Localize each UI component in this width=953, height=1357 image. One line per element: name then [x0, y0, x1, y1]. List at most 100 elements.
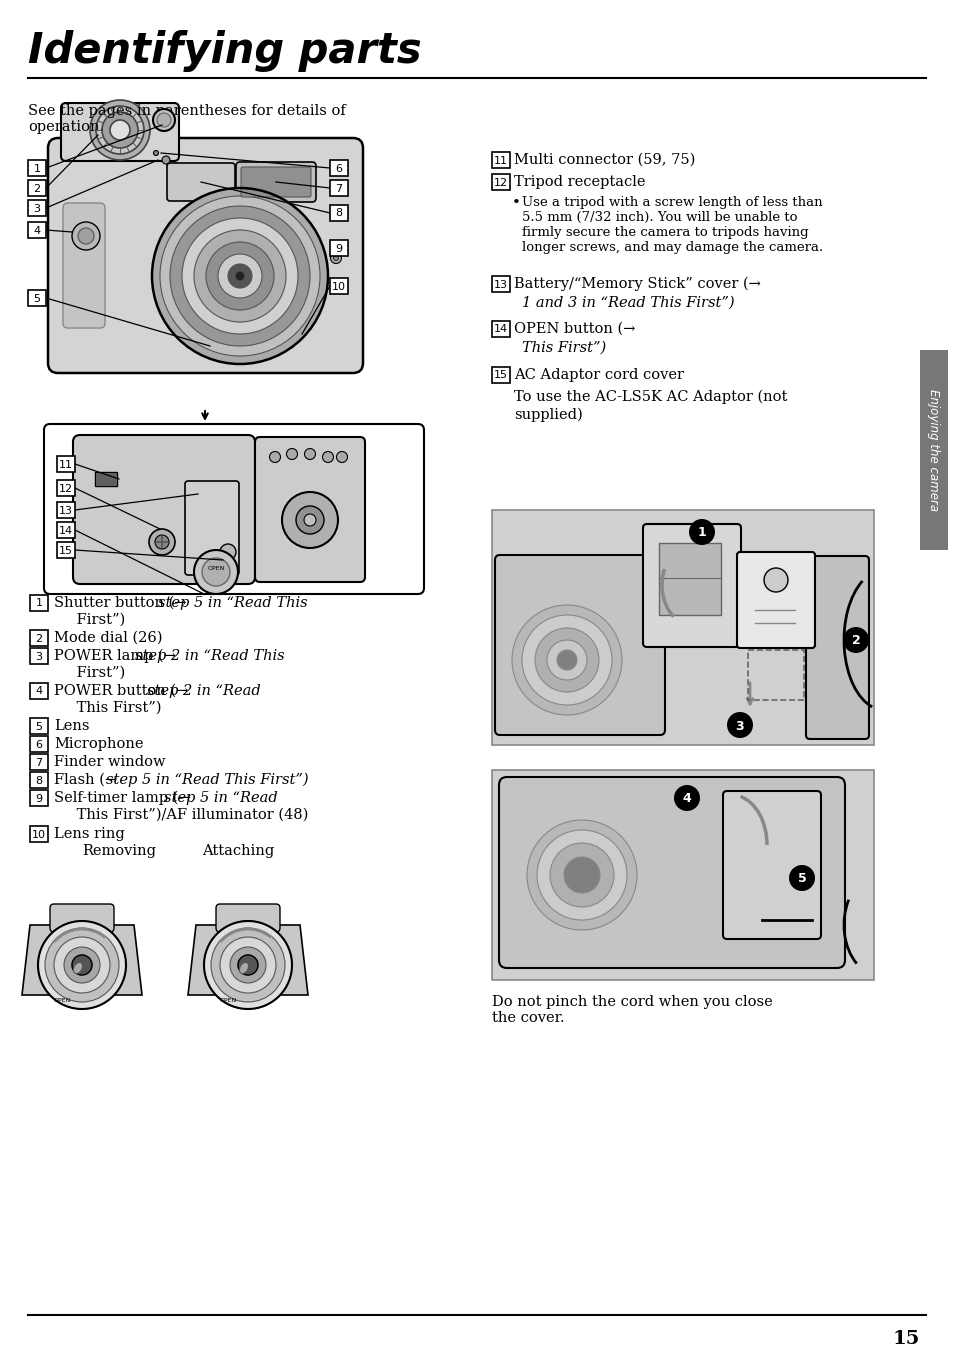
Text: 15: 15	[892, 1330, 919, 1348]
Bar	[659, 543, 720, 615]
Bar	[30, 754, 48, 769]
Text: 7: 7	[35, 757, 43, 768]
Circle shape	[204, 921, 292, 1010]
Circle shape	[304, 514, 315, 527]
Text: OPEN button (→: OPEN button (→	[514, 322, 639, 337]
Bar	[330, 180, 348, 195]
Bar	[28, 199, 46, 216]
Text: 4: 4	[682, 792, 691, 806]
Circle shape	[160, 195, 319, 356]
Circle shape	[557, 650, 577, 670]
Circle shape	[550, 843, 614, 906]
Text: step 5 in “Read This First”): step 5 in “Read This First”)	[106, 773, 309, 787]
Circle shape	[546, 641, 586, 680]
Circle shape	[269, 452, 280, 463]
Text: 1: 1	[33, 163, 40, 174]
Text: This First”)/AF illuminator (48): This First”)/AF illuminator (48)	[62, 807, 308, 822]
Text: Lens: Lens	[54, 719, 90, 733]
Bar	[330, 205, 348, 221]
Text: 2: 2	[851, 635, 860, 647]
Bar	[492, 510, 873, 745]
Text: 14: 14	[494, 324, 508, 334]
Text: step 5 in “Read This: step 5 in “Read This	[158, 596, 308, 611]
Bar	[30, 790, 48, 806]
Text: 7: 7	[335, 183, 342, 194]
Text: First”): First”)	[62, 613, 125, 627]
Bar	[30, 594, 48, 611]
Bar	[30, 718, 48, 734]
Text: 15: 15	[494, 370, 507, 380]
Circle shape	[537, 830, 626, 920]
Circle shape	[157, 113, 171, 128]
Circle shape	[295, 506, 324, 535]
Polygon shape	[188, 925, 308, 995]
Circle shape	[193, 550, 237, 594]
FancyBboxPatch shape	[167, 163, 234, 201]
Bar	[30, 649, 48, 664]
Bar	[30, 683, 48, 699]
Circle shape	[162, 156, 170, 164]
Text: Microphone: Microphone	[54, 737, 143, 750]
Text: 5: 5	[33, 293, 40, 304]
Circle shape	[322, 452, 334, 463]
Text: 8: 8	[35, 775, 43, 786]
Text: 3: 3	[35, 651, 43, 661]
Bar	[57, 480, 75, 497]
Circle shape	[763, 569, 787, 592]
Text: This First”): This First”)	[521, 341, 605, 356]
Text: Removing: Removing	[82, 844, 156, 858]
Text: supplied): supplied)	[514, 408, 582, 422]
Bar	[492, 174, 510, 190]
Bar	[57, 522, 75, 537]
Text: POWER button (→: POWER button (→	[54, 684, 193, 697]
Bar	[492, 322, 510, 337]
Text: Attaching: Attaching	[202, 844, 274, 858]
Circle shape	[234, 271, 245, 281]
Ellipse shape	[239, 962, 249, 973]
Circle shape	[45, 928, 119, 1001]
Text: 14: 14	[59, 525, 73, 536]
Text: 9: 9	[35, 794, 43, 803]
Text: 1: 1	[35, 598, 43, 608]
Bar	[492, 366, 510, 383]
FancyBboxPatch shape	[44, 423, 423, 594]
Bar	[30, 826, 48, 841]
Circle shape	[211, 928, 285, 1001]
Circle shape	[230, 947, 266, 982]
Bar	[28, 223, 46, 237]
Text: To use the AC-LS5K AC Adaptor (not: To use the AC-LS5K AC Adaptor (not	[514, 389, 786, 404]
Circle shape	[149, 529, 174, 555]
Text: Use a tripod with a screw length of less than
5.5 mm (7/32 inch). You will be un: Use a tripod with a screw length of less…	[521, 195, 822, 254]
Text: First”): First”)	[62, 666, 125, 680]
FancyBboxPatch shape	[73, 436, 254, 584]
Text: Flash (→: Flash (→	[54, 773, 122, 787]
Text: This First”): This First”)	[62, 702, 161, 715]
Text: 11: 11	[494, 156, 507, 166]
Text: 12: 12	[59, 483, 73, 494]
Text: Self-timer lamp (→: Self-timer lamp (→	[54, 791, 195, 806]
Text: Identifying parts: Identifying parts	[28, 30, 421, 72]
Circle shape	[220, 936, 275, 993]
Text: POWER lamp (→: POWER lamp (→	[54, 649, 180, 664]
Circle shape	[842, 627, 868, 653]
Text: 4: 4	[33, 225, 41, 236]
Text: 15: 15	[59, 546, 73, 555]
Circle shape	[336, 452, 347, 463]
Text: 1 and 3 in “Read This First”): 1 and 3 in “Read This First”)	[521, 296, 734, 309]
FancyBboxPatch shape	[642, 524, 740, 647]
Text: 6: 6	[35, 740, 43, 749]
FancyBboxPatch shape	[63, 204, 105, 328]
Bar	[492, 152, 510, 168]
Polygon shape	[22, 925, 142, 995]
Text: 5: 5	[35, 722, 43, 731]
FancyBboxPatch shape	[241, 167, 311, 197]
Circle shape	[54, 936, 110, 993]
Circle shape	[282, 493, 337, 548]
Circle shape	[71, 223, 100, 250]
Bar	[28, 160, 46, 176]
Bar	[492, 275, 510, 292]
Bar	[330, 160, 348, 176]
Text: Tripod receptacle: Tripod receptacle	[514, 175, 645, 189]
Circle shape	[110, 119, 130, 140]
Text: Battery/“Memory Stick” cover (→: Battery/“Memory Stick” cover (→	[514, 277, 764, 292]
